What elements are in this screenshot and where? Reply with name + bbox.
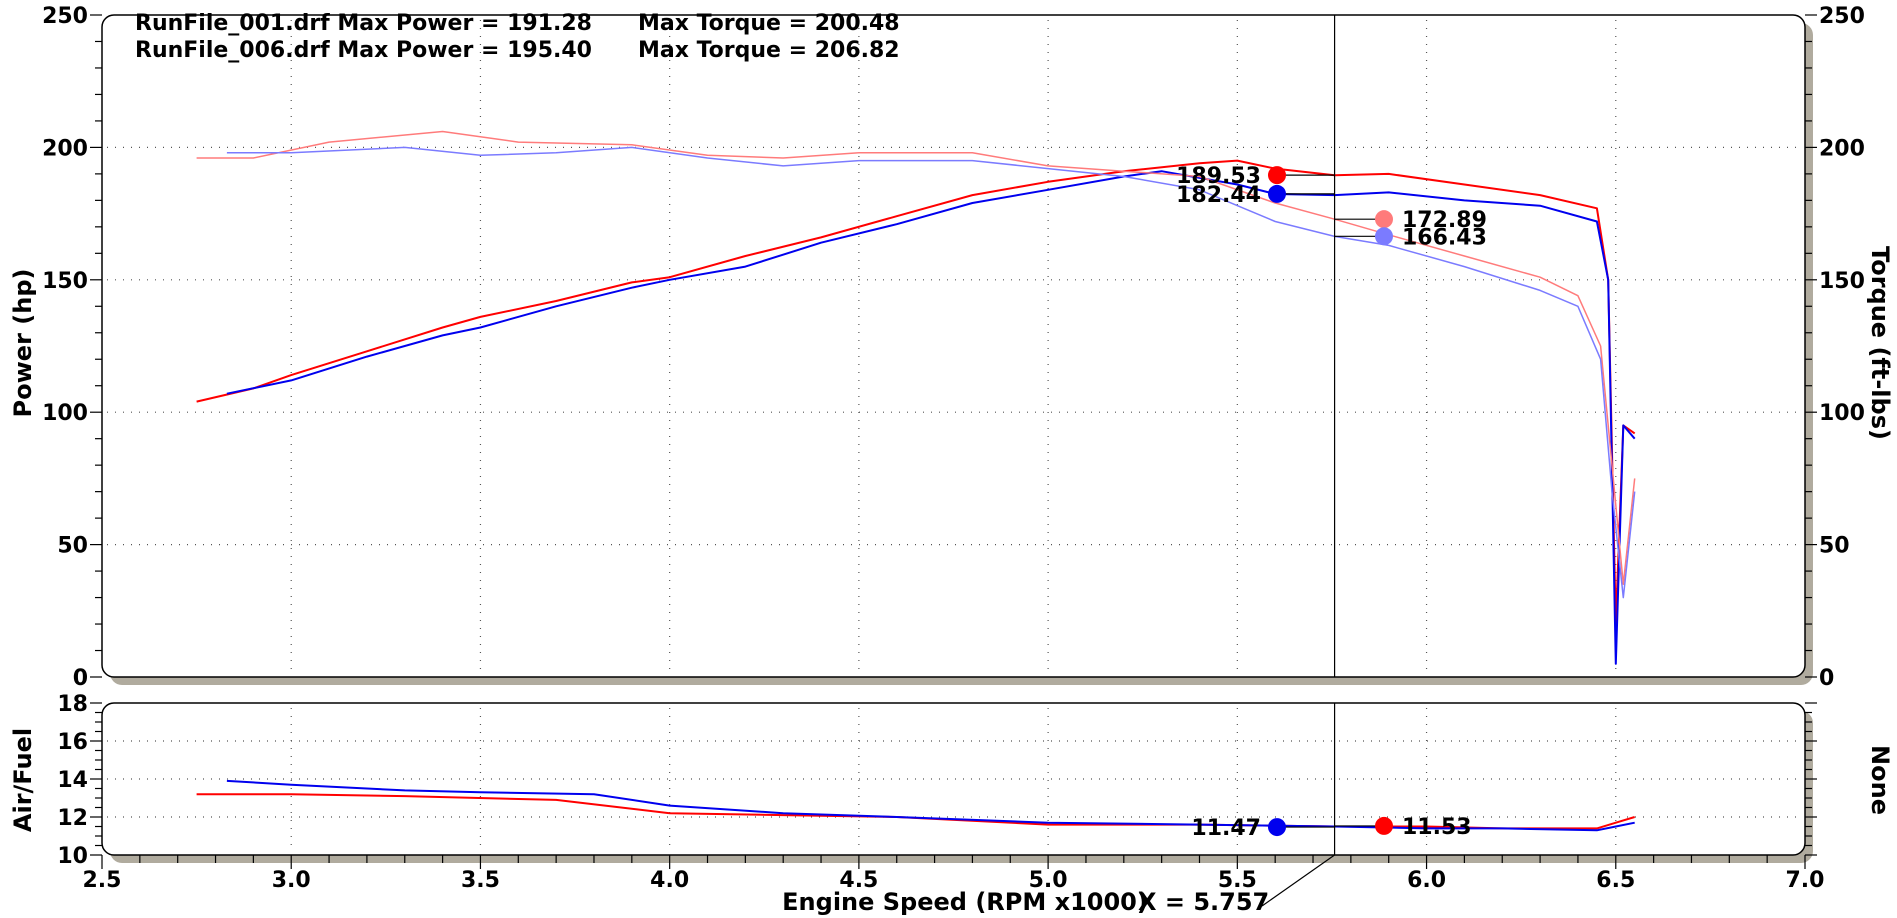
x-tick-label: 5.0 — [1029, 868, 1068, 893]
torque-tick-label: 200 — [1819, 136, 1865, 161]
torque-tick-label: 100 — [1819, 401, 1865, 426]
x-tick-label: 7.0 — [1786, 868, 1825, 893]
air-fuel-tick-label: 16 — [57, 730, 88, 755]
x-tick-label: 2.5 — [83, 868, 122, 893]
torque-curve-runfile006drf — [196, 130, 1636, 586]
power-marker-1-label: 189.53 — [1176, 164, 1261, 189]
torque-axis-title: Torque (ft-lbs) — [1866, 246, 1894, 440]
power-curve-runfile001drf — [226, 170, 1636, 665]
torque-tick-label: 250 — [1819, 4, 1865, 29]
x-tick-label: 5.5 — [1218, 868, 1257, 893]
torque-marker-2-label: 166.43 — [1402, 225, 1487, 250]
power-marker-2-dot — [1268, 184, 1286, 203]
power-curve-runfile006drf — [196, 159, 1636, 625]
air-fuel-marker-1-label: 11.47 — [1191, 816, 1261, 841]
power-tick-label: 50 — [57, 534, 88, 559]
air-fuel-tick-label: 14 — [57, 768, 88, 793]
air-fuel-tick-label: 12 — [57, 806, 88, 831]
power-tick-label: 250 — [42, 4, 88, 29]
power-tick-label: 150 — [42, 269, 88, 294]
x-tick-label: 4.0 — [650, 868, 689, 893]
cursor-readout-leader — [1261, 854, 1335, 907]
x-tick-label: 6.0 — [1407, 868, 1446, 893]
run1-max-torque: Max Torque = 200.48 — [638, 11, 900, 36]
power-tick-label: 200 — [42, 136, 88, 161]
torque-tick-label: 50 — [1819, 534, 1850, 559]
air-fuel-curve-runfile001drf — [226, 779, 1635, 832]
air-fuel-curve-runfile006drf — [196, 793, 1635, 830]
x-tick-label: 3.5 — [461, 868, 500, 893]
air-fuel-panel — [101, 702, 1806, 856]
power-marker-2-label: 182.44 — [1176, 183, 1261, 208]
power-axis-title: Power (hp) — [9, 269, 37, 418]
torque-marker-1-dot — [1375, 210, 1393, 229]
x-axis-title: Engine Speed (RPM x1000) — [782, 888, 1148, 916]
power-marker-1-dot — [1268, 166, 1286, 185]
torque-curve-runfile001drf — [226, 146, 1636, 599]
power-tick-label: 0 — [73, 666, 88, 691]
run2-max-torque: Max Torque = 206.82 — [638, 38, 900, 63]
power-tick-label: 100 — [42, 401, 88, 426]
run1-max-power: RunFile_001.drf Max Power = 191.28 — [135, 11, 592, 36]
torque-tick-label: 0 — [1819, 666, 1834, 691]
air-fuel-marker-2-label: 11.53 — [1402, 815, 1472, 840]
x-tick-label: 6.5 — [1596, 868, 1635, 893]
air-fuel-marker-1-dot — [1268, 818, 1286, 837]
torque-tick-label: 150 — [1819, 269, 1865, 294]
power-torque-panel — [101, 14, 1806, 678]
air-fuel-axis-title: Air/Fuel — [9, 728, 37, 832]
torque-marker-1-label: 172.89 — [1402, 208, 1487, 233]
cursor-readout: X = 5.757 — [1138, 888, 1269, 916]
air-fuel-marker-2-dot — [1375, 816, 1393, 835]
torque-marker-2-dot — [1375, 227, 1393, 246]
air-fuel-tick-label: 18 — [57, 692, 88, 717]
x-tick-label: 3.0 — [272, 868, 311, 893]
air-fuel-tick-label: 10 — [57, 844, 88, 869]
x-tick-label: 4.5 — [839, 868, 878, 893]
run2-max-power: RunFile_006.drf Max Power = 195.40 — [135, 38, 592, 63]
secondary-axis-title: None — [1866, 745, 1894, 815]
